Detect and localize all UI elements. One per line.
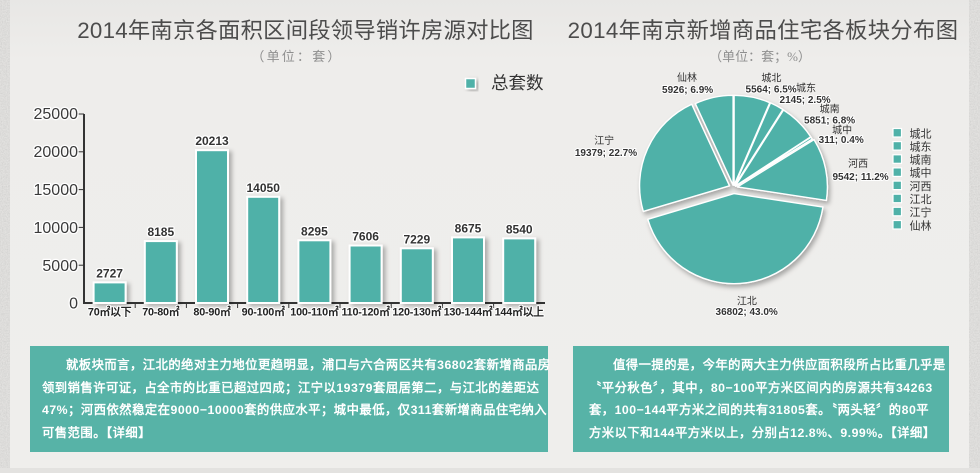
svg-text:城南: 城南 — [820, 103, 840, 116]
svg-text:70㎡以下: 70㎡以下 — [88, 305, 132, 319]
svg-text:5851; 6.8%: 5851; 6.8% — [804, 116, 855, 127]
svg-text:90-100㎡: 90-100㎡ — [242, 305, 285, 319]
svg-text:20213: 20213 — [195, 134, 229, 148]
svg-text:仙林: 仙林 — [677, 71, 697, 84]
svg-text:10000: 10000 — [34, 220, 79, 237]
svg-text:2727: 2727 — [96, 266, 123, 280]
svg-text:8540: 8540 — [506, 222, 533, 236]
svg-text:江宁: 江宁 — [910, 205, 932, 219]
svg-text:144㎡以上: 144㎡以上 — [495, 305, 545, 319]
svg-text:（单位：套；%）: （单位：套；%） — [709, 49, 811, 65]
svg-text:15000: 15000 — [34, 182, 79, 199]
svg-text:（单位：套）: （单位：套） — [251, 49, 342, 64]
svg-text:100-110㎡: 100-110㎡ — [290, 305, 339, 319]
svg-text:河西: 河西 — [848, 158, 868, 170]
svg-text:120-130㎡: 120-130㎡ — [392, 305, 441, 319]
svg-text:8185: 8185 — [147, 225, 174, 239]
svg-text:7606: 7606 — [352, 230, 379, 244]
svg-text:70-80㎡: 70-80㎡ — [142, 305, 180, 319]
svg-text:城东: 城东 — [910, 140, 932, 153]
svg-text:2014年南京各面积区间段领导销许房源对比图: 2014年南京各面积区间段领导销许房源对比图 — [77, 18, 533, 43]
svg-text:5564; 6.5%: 5564; 6.5% — [746, 85, 797, 96]
svg-text:江宁: 江宁 — [594, 134, 614, 147]
svg-text:城北: 城北 — [910, 127, 932, 140]
svg-text:311; 0.4%: 311; 0.4% — [819, 135, 864, 146]
svg-text:5926; 6.9%: 5926; 6.9% — [662, 85, 713, 96]
svg-text:36802; 43.0%: 36802; 43.0% — [716, 307, 778, 318]
svg-text:25000: 25000 — [34, 106, 79, 123]
svg-text:110-120㎡: 110-120㎡ — [341, 305, 390, 319]
svg-text:20000: 20000 — [34, 144, 79, 161]
svg-text:8675: 8675 — [455, 221, 482, 235]
svg-text:14050: 14050 — [247, 181, 281, 195]
svg-text:仙林: 仙林 — [910, 218, 932, 232]
svg-text:7229: 7229 — [403, 232, 430, 246]
svg-text:城南: 城南 — [910, 154, 932, 167]
svg-text:城中: 城中 — [910, 167, 932, 180]
svg-text:河西: 河西 — [910, 180, 932, 193]
svg-text:5000: 5000 — [42, 258, 78, 275]
svg-text:8295: 8295 — [301, 224, 328, 238]
svg-text:江北: 江北 — [737, 296, 757, 308]
svg-text:城北: 城北 — [761, 73, 781, 85]
svg-text:城中: 城中 — [832, 123, 852, 136]
svg-text:80-90㎡: 80-90㎡ — [193, 305, 231, 319]
svg-text:城东: 城东 — [796, 82, 816, 95]
svg-text:江北: 江北 — [910, 193, 932, 206]
svg-text:2014年南京新增商品住宅各板块分布图: 2014年南京新增商品住宅各板块分布图 — [568, 18, 959, 43]
svg-text:总套数: 总套数 — [491, 73, 544, 93]
svg-text:0: 0 — [69, 296, 78, 313]
svg-text:9542; 11.2%: 9542; 11.2% — [833, 172, 889, 183]
svg-text:2145; 2.5%: 2145; 2.5% — [780, 95, 831, 106]
svg-text:130-144㎡: 130-144㎡ — [444, 305, 493, 319]
svg-text:19379; 22.7%: 19379; 22.7% — [575, 148, 637, 159]
